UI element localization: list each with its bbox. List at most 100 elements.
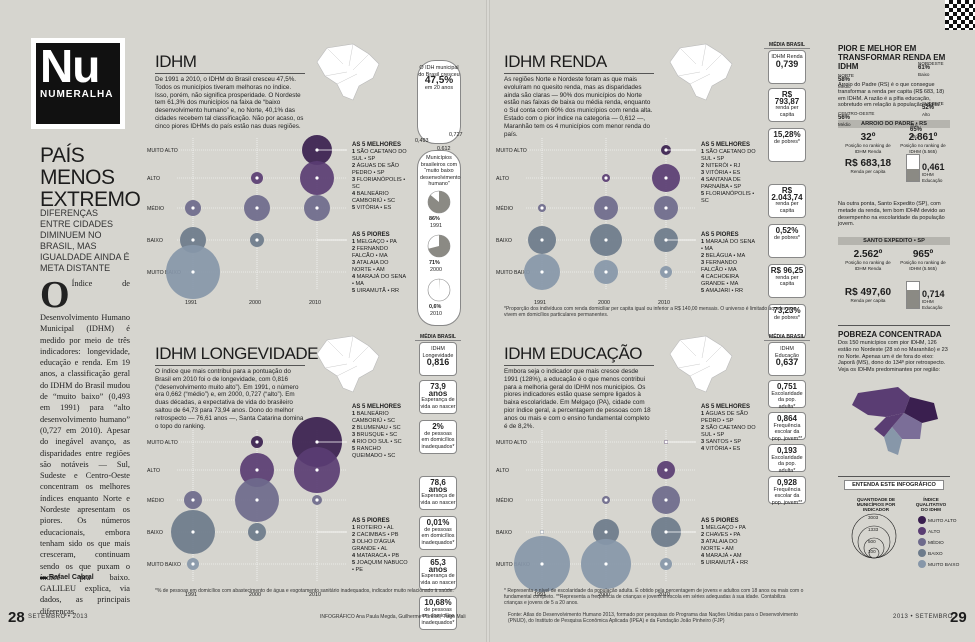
pie-2 [427,278,451,302]
stat-value: 65,3 anos [428,558,448,574]
level-label: MUITO BAIXO [147,562,181,568]
level-label: MUITO ALTO [496,148,527,154]
best-item: 1 BALNEÁRIO CAMBORIÚ • SC [352,411,396,424]
arroio-idhm-educacao: 0,461 [922,162,945,172]
worst-item: 1 ROTEIRO • AL [352,525,394,531]
poverty-title: POBREZA CONCENTRADA [838,330,942,339]
level-label: MUITO ALTO [147,148,178,154]
santo-rank-renda: 2.562º [853,249,883,260]
santo-rank-idhm-label: Posição no ranking de IDHM (5.565) [900,260,946,271]
year-label: 1991 [534,300,546,306]
best-item: 3 FLORIANÓPOLIS • SC [352,177,406,190]
worst-item: 4 MARAJÁ • AM [701,553,742,559]
bubble-center [315,176,319,180]
legend-label: MUITO ALTO [928,518,957,524]
legend-graphic: 3003 1333 500 100 MUITO ALTO ALTO MÉDIO BAIXO MU… [851,513,960,568]
panel-title: IDHM EDUCAÇÃO [504,344,643,363]
best-item: 5 VITÓRIA • ES [352,205,392,211]
bubble-center [315,206,319,210]
santo-renda-label: Renda per capita [850,298,886,303]
bubble-center [604,498,608,502]
worst-title: AS 5 PIORES [352,232,390,238]
worst-item: 2 CACIMBAS • PB [352,532,399,538]
arroio-rank-idhm-label: Posição no ranking de IDHM (5.565) [900,143,946,154]
best-item: 1 SÃO CAETANO DO SUL • SP [701,149,756,162]
bubble-center [664,562,668,566]
santo-renda: R$ 497,60 [844,287,892,298]
source-note: Fonte: Atlas do Desenvolvimento Humano 2… [508,612,798,624]
legend-swatch [918,538,926,546]
brazil-map [316,43,380,101]
media-label: IDHM Educação [775,346,799,359]
year-label: 2000 [249,300,261,306]
worst-list: AS 5 PIORES 1 MELGAÇO • PA 2 CHAVES • PA 3 … [701,518,757,567]
sidebar: PIOR E MELHOR EM TRANSFORMAR RENDA EM ID… [838,38,960,598]
year-label: 2010 [309,300,321,306]
level-label: ALTO [147,468,160,474]
worst-item: 4 MARAJÁ DO SENA • MA [352,274,406,287]
media-title: MÉDIA BRASIL [764,42,810,49]
stat-value: 0,928 [776,478,798,487]
growth-sub: em 20 anos [424,84,454,91]
level-label: MUITO ALTO [496,440,527,446]
worst-item: 1 MELGAÇO • PA [352,239,397,245]
growth-label: O IDH municipal do Brasil cresceu [418,65,460,78]
stat-value: R$ 2.043,74 [771,186,803,202]
level-label: MÉDIO [496,205,513,212]
bubble-center [604,238,608,242]
best-item: 1 ÁGUAS DE SÃO PEDRO • SP [701,411,748,424]
stat-label: Esperança de vida ao nascer [420,493,456,506]
pie-value: 0,6% [429,304,442,310]
stat-value: 10,68% [424,598,452,607]
stat-label: renda per capita [775,201,799,214]
bubble-chart: MUITO ALTO ALTO MÉDIO BAIXO MUITO BAIXO 1991 2… [147,417,347,598]
bubble-center [315,468,319,472]
byline: ▬ Rafael Cabral [40,574,94,581]
media-box: IDHM Educação 0,637 [768,342,806,376]
body-copy: Índice de Desenvolvimento Humano Municip… [40,279,130,616]
worst-item: 1 MARAJÁ DO SENA • MA [701,239,755,252]
year-label: 2010 [658,592,670,598]
level-label: BAIXO [496,238,512,244]
media-title: MÉDIA BRASIL [764,334,810,341]
stat-label: renda per capita [775,274,799,288]
legend-right-label: ÍNDICE QUALITATIVO DO IDHM [915,497,947,513]
year-label: 2000 [598,592,610,598]
stat-label: renda per capita [775,105,799,118]
pill-title: Municípios brasileiros com “muito baixo … [420,155,461,187]
bubble-center [315,148,319,152]
bubble-center [664,498,668,502]
legend-count: 1333 [868,527,879,532]
worst-item: 2 FERNANDO FALCÃO • MA [352,246,389,259]
page-number-left: 28 [8,609,25,626]
stat-value: 2% [432,422,444,431]
level-label: BAIXO [147,238,163,244]
legend-label: ALTO [928,529,940,535]
panel-title: IDHM [155,52,197,71]
year-label: 2010 [658,300,670,306]
santo-idhm-label: IDHM Educação [922,299,943,310]
bubble-center [540,238,544,242]
panel-foot: *% de pessoas em domicílios com abasteci… [155,588,454,594]
bubble-center [191,498,195,502]
stat-box: 0,52% de pobres* [768,224,806,258]
media-title: MÉDIA BRASIL [415,334,461,341]
section-name: NUMERALHA [40,89,114,100]
best-item: 2 ÁGUAS DE SÃO PEDRO • SP [352,163,399,176]
arroio-idhm-label: IDHM Educação [922,172,943,183]
stat-box: 0,01% de pessoas em domicílios inadequad… [419,516,457,550]
panel-intro: O índice que mais contribui para a pontu… [155,368,304,430]
best-title: AS 5 MELHORES [352,404,402,410]
section-logo: Nu NUMERALHA [31,38,125,129]
bubble-center [255,176,259,180]
level-label: MUITO BAIXO [496,270,530,276]
best-list: AS 5 MELHORES 1 SÃO CAETANO DO SUL • SP 2 … [352,142,408,212]
poverty-text: Dos 150 municípios com pior IDHM, 126 es… [838,340,948,374]
bubble-chart: MUITO ALTO ALTO MÉDIO BAIXO MUITO BAIXO 1991 2… [496,138,696,306]
stat-label: Escolaridade da pop. adulta* [771,454,803,474]
best-item: 3 VITÓRIA • ES [701,170,741,176]
worst-list: AS 5 PIORES 1 ROTEIRO • AL 2 CACIMBAS • PB… [352,518,408,574]
legend-count: 3003 [868,515,879,520]
stat-label: Frequência escolar da pop. jovem** [771,422,803,442]
headline: PAÍS MENOS EXTREMO [40,144,141,211]
